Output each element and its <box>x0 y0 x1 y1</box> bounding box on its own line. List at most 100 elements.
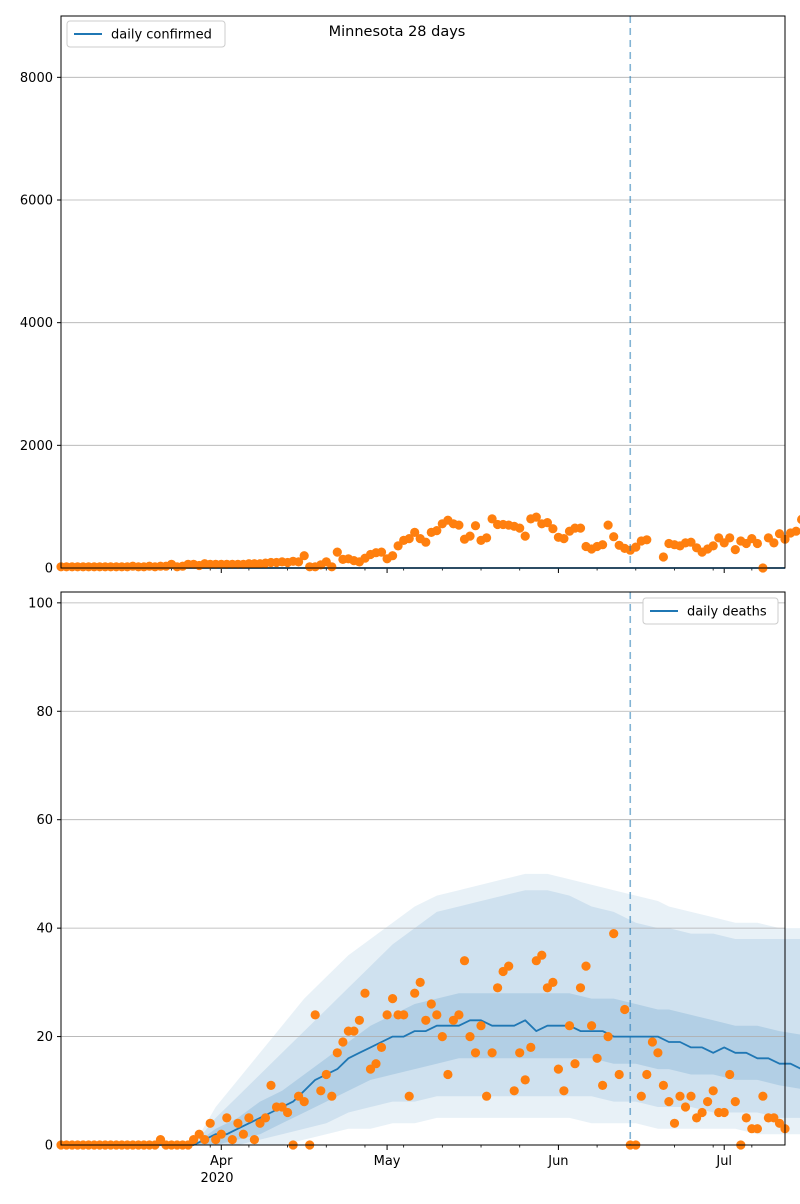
deaths-observed-point <box>664 1097 673 1106</box>
deaths-y-tick-label: 80 <box>36 705 53 720</box>
deaths-observed-point <box>681 1102 690 1111</box>
deaths-y-tick-label: 60 <box>36 813 53 828</box>
deaths-observed-point <box>228 1135 237 1144</box>
confirmed-observed-point <box>659 552 668 561</box>
confirmed-observed-point <box>642 535 651 544</box>
deaths-observed-point <box>703 1097 712 1106</box>
deaths-observed-point <box>454 1010 463 1019</box>
deaths-observed-point <box>421 1016 430 1025</box>
deaths-observed-point <box>427 999 436 1008</box>
deaths-observed-point <box>482 1092 491 1101</box>
deaths-observed-point <box>570 1059 579 1068</box>
confirmed-observed-point <box>300 551 309 560</box>
figure-title: Minnesota 28 days <box>329 24 466 40</box>
deaths-observed-point <box>720 1108 729 1117</box>
confirmed-observed-point <box>327 562 336 571</box>
deaths-observed-point <box>244 1113 253 1122</box>
deaths-observed-point <box>598 1081 607 1090</box>
deaths-observed-point <box>377 1043 386 1052</box>
deaths-observed-point <box>371 1059 380 1068</box>
deaths-observed-point <box>222 1113 231 1122</box>
deaths-observed-point <box>521 1075 530 1084</box>
deaths-observed-point <box>725 1070 734 1079</box>
deaths-observed-point <box>653 1048 662 1057</box>
deaths-observed-point <box>405 1092 414 1101</box>
deaths-observed-point <box>349 1027 358 1036</box>
confirmed-observed-point <box>388 551 397 560</box>
deaths-observed-point <box>504 962 513 971</box>
confirmed-plot-area <box>61 16 785 568</box>
confirmed-observed-point <box>609 532 618 541</box>
deaths-observed-point <box>338 1037 347 1046</box>
deaths-observed-point <box>471 1048 480 1057</box>
deaths-observed-point <box>388 994 397 1003</box>
confirmed-observed-point <box>709 541 718 550</box>
confirmed-observed-point <box>548 524 557 533</box>
confirmed-y-tick-label: 4000 <box>20 316 53 331</box>
confirmed-observed-point <box>769 538 778 547</box>
x-tick-label-jun: Jun <box>547 1154 568 1169</box>
deaths-observed-point <box>554 1065 563 1074</box>
x-tick-label-apr: Apr <box>210 1154 233 1169</box>
confirmed-y-tick-label: 2000 <box>20 439 53 454</box>
deaths-observed-point <box>493 983 502 992</box>
confirmed-observed-point <box>576 524 585 533</box>
deaths-observed-point <box>670 1119 679 1128</box>
deaths-observed-point <box>233 1119 242 1128</box>
deaths-observed-point <box>432 1010 441 1019</box>
deaths-observed-point <box>443 1070 452 1079</box>
deaths-observed-point <box>266 1081 275 1090</box>
deaths-observed-point <box>565 1021 574 1030</box>
deaths-observed-point <box>709 1086 718 1095</box>
deaths-observed-point <box>327 1092 336 1101</box>
deaths-observed-point <box>206 1119 215 1128</box>
deaths-observed-point <box>675 1092 684 1101</box>
deaths-legend: daily deaths <box>643 598 778 624</box>
deaths-observed-point <box>758 1092 767 1101</box>
confirmed-observed-point <box>521 532 530 541</box>
deaths-observed-point <box>250 1135 259 1144</box>
x-tick-label-may: May <box>374 1154 401 1169</box>
deaths-observed-point <box>510 1086 519 1095</box>
deaths-observed-point <box>488 1048 497 1057</box>
confirmed-observed-point <box>515 524 524 533</box>
deaths-observed-point <box>731 1097 740 1106</box>
deaths-observed-point <box>360 989 369 998</box>
deaths-observed-point <box>316 1086 325 1095</box>
deaths-observed-point <box>559 1086 568 1095</box>
deaths-observed-point <box>753 1124 762 1133</box>
deaths-observed-point <box>399 1010 408 1019</box>
confirmed-observed-point <box>559 534 568 543</box>
deaths-observed-point <box>283 1108 292 1117</box>
confirmed-observed-point <box>598 540 607 549</box>
deaths-observed-point <box>311 1010 320 1019</box>
deaths-observed-point <box>322 1070 331 1079</box>
deaths-observed-point <box>476 1021 485 1030</box>
deaths-observed-point <box>659 1081 668 1090</box>
deaths-observed-point <box>465 1032 474 1041</box>
deaths-observed-point <box>410 989 419 998</box>
deaths-observed-point <box>698 1108 707 1117</box>
deaths-y-tick-label: 100 <box>28 596 53 611</box>
deaths-observed-point <box>526 1043 535 1052</box>
confirmed-y-tick-label: 6000 <box>20 194 53 209</box>
deaths-observed-point <box>300 1097 309 1106</box>
deaths-observed-point <box>438 1032 447 1041</box>
x-axis-year-label: 2020 <box>200 1171 233 1186</box>
deaths-observed-point <box>383 1010 392 1019</box>
deaths-observed-point <box>515 1048 524 1057</box>
confirmed-observed-point <box>482 533 491 542</box>
deaths-observed-point <box>537 951 546 960</box>
deaths-observed-point <box>587 1021 596 1030</box>
confirmed-observed-point <box>333 548 342 557</box>
deaths-observed-point <box>615 1070 624 1079</box>
deaths-observed-point <box>686 1092 695 1101</box>
confirmed-observed-point <box>465 532 474 541</box>
confirmed-observed-point <box>725 533 734 542</box>
